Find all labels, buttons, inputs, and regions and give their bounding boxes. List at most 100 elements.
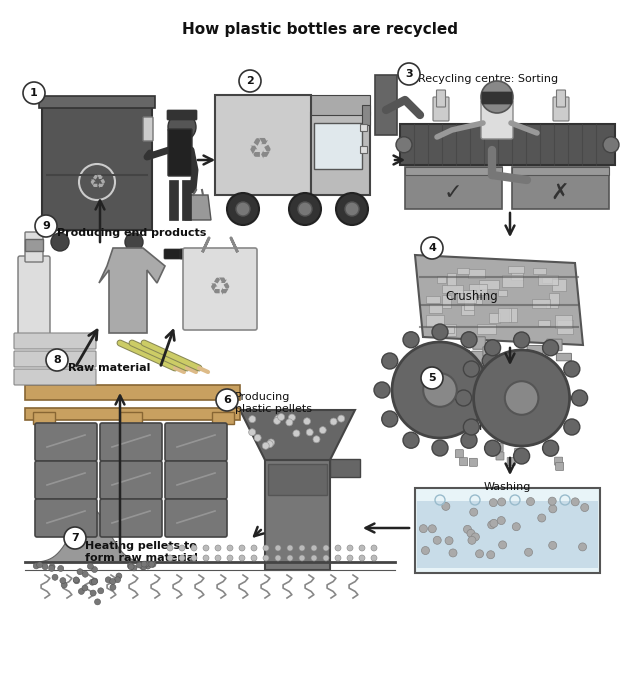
Circle shape <box>263 555 269 561</box>
Circle shape <box>419 524 428 533</box>
Circle shape <box>179 545 185 551</box>
Circle shape <box>549 505 557 513</box>
FancyBboxPatch shape <box>557 90 566 107</box>
Text: ✗: ✗ <box>550 183 570 203</box>
FancyBboxPatch shape <box>546 303 559 308</box>
FancyBboxPatch shape <box>182 180 191 220</box>
FancyBboxPatch shape <box>165 499 227 537</box>
Circle shape <box>125 233 143 251</box>
FancyBboxPatch shape <box>143 117 153 141</box>
Circle shape <box>60 577 66 584</box>
Circle shape <box>82 585 88 591</box>
FancyBboxPatch shape <box>538 275 558 285</box>
Circle shape <box>490 520 498 527</box>
Circle shape <box>498 498 506 506</box>
FancyBboxPatch shape <box>511 272 523 280</box>
FancyBboxPatch shape <box>557 320 573 334</box>
Circle shape <box>168 113 196 141</box>
Circle shape <box>423 373 457 407</box>
Circle shape <box>472 533 479 541</box>
Circle shape <box>421 237 443 259</box>
FancyBboxPatch shape <box>556 353 572 361</box>
FancyBboxPatch shape <box>477 324 496 334</box>
Circle shape <box>275 545 281 551</box>
Circle shape <box>140 564 146 570</box>
Circle shape <box>347 555 353 561</box>
Circle shape <box>580 503 589 511</box>
Circle shape <box>227 193 259 225</box>
FancyBboxPatch shape <box>504 368 515 378</box>
Circle shape <box>456 390 472 406</box>
Circle shape <box>313 436 320 443</box>
FancyBboxPatch shape <box>498 290 506 296</box>
FancyBboxPatch shape <box>442 285 463 293</box>
FancyBboxPatch shape <box>468 284 487 295</box>
FancyBboxPatch shape <box>437 276 446 283</box>
FancyBboxPatch shape <box>519 454 527 462</box>
Text: 3: 3 <box>405 69 413 79</box>
FancyBboxPatch shape <box>164 249 184 259</box>
Circle shape <box>215 555 221 561</box>
Circle shape <box>374 382 390 398</box>
Circle shape <box>90 590 96 596</box>
Circle shape <box>92 567 97 573</box>
FancyBboxPatch shape <box>468 269 485 279</box>
Circle shape <box>109 578 116 584</box>
FancyBboxPatch shape <box>447 273 456 286</box>
Circle shape <box>49 565 54 571</box>
Text: 7: 7 <box>71 533 79 543</box>
FancyBboxPatch shape <box>434 323 456 336</box>
FancyBboxPatch shape <box>314 123 362 169</box>
FancyBboxPatch shape <box>457 290 476 303</box>
Circle shape <box>463 419 479 435</box>
Circle shape <box>347 545 353 551</box>
Circle shape <box>303 418 310 425</box>
Circle shape <box>488 521 496 529</box>
Circle shape <box>236 202 250 216</box>
Circle shape <box>36 562 43 568</box>
Text: Washing: Washing <box>483 482 531 492</box>
FancyBboxPatch shape <box>449 350 470 358</box>
Circle shape <box>421 367 443 389</box>
FancyBboxPatch shape <box>442 295 451 308</box>
FancyBboxPatch shape <box>405 167 502 209</box>
Circle shape <box>449 549 457 557</box>
Circle shape <box>432 440 448 456</box>
FancyBboxPatch shape <box>489 313 500 323</box>
FancyBboxPatch shape <box>35 499 97 537</box>
Circle shape <box>345 202 359 216</box>
Circle shape <box>278 413 285 421</box>
FancyBboxPatch shape <box>429 304 442 313</box>
Text: Raw material: Raw material <box>68 363 150 373</box>
Circle shape <box>482 411 498 427</box>
Circle shape <box>227 545 233 551</box>
FancyBboxPatch shape <box>473 337 485 349</box>
FancyBboxPatch shape <box>183 248 257 330</box>
Polygon shape <box>185 195 211 220</box>
Text: Recycling centre: Sorting: Recycling centre: Sorting <box>418 74 558 84</box>
Circle shape <box>77 569 83 575</box>
Circle shape <box>289 414 296 421</box>
Circle shape <box>548 541 557 550</box>
Circle shape <box>433 537 441 544</box>
FancyBboxPatch shape <box>405 167 502 175</box>
Circle shape <box>299 555 305 561</box>
Circle shape <box>359 555 365 561</box>
Circle shape <box>266 441 273 447</box>
Circle shape <box>203 555 209 561</box>
Circle shape <box>287 555 293 561</box>
Circle shape <box>74 577 79 584</box>
FancyBboxPatch shape <box>509 308 518 322</box>
FancyBboxPatch shape <box>553 97 569 121</box>
FancyBboxPatch shape <box>502 275 523 287</box>
Circle shape <box>336 193 368 225</box>
Circle shape <box>145 563 151 569</box>
FancyBboxPatch shape <box>14 333 96 349</box>
FancyBboxPatch shape <box>497 90 506 107</box>
FancyBboxPatch shape <box>483 347 500 356</box>
Circle shape <box>275 415 282 422</box>
Circle shape <box>90 580 95 585</box>
Circle shape <box>263 545 269 551</box>
FancyBboxPatch shape <box>436 90 445 107</box>
Circle shape <box>382 411 398 427</box>
